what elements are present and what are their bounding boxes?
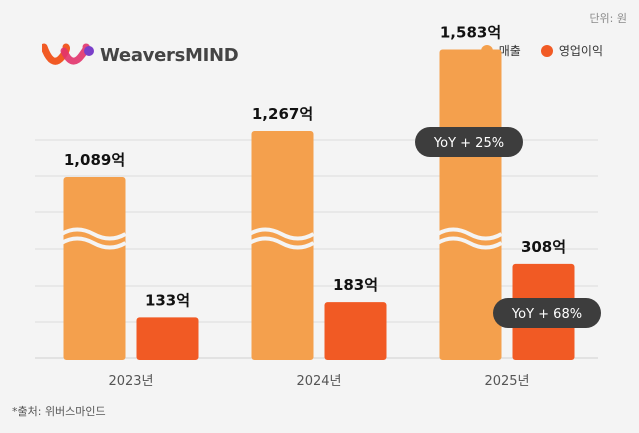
operating-profit-value-label-2: 308억 (521, 238, 566, 256)
unit-note: 단위: 원 (589, 12, 627, 25)
operating-profit-value-label-1: 183억 (333, 276, 378, 294)
revenue-bar-0 (63, 177, 126, 360)
legend: 매출 영업이익 (480, 42, 603, 59)
revenue-value-label-1: 1,267억 (252, 105, 313, 123)
yoy-badge-text-1: YoY + 68% (511, 307, 582, 322)
revenue-axis-break-0-a (60, 227, 127, 241)
x-tick-label-1: 2024년 (296, 374, 341, 389)
weaversmind-logo: WeaversMIND (42, 43, 239, 67)
revenue-value-label-0: 1,089억 (64, 151, 125, 169)
source-note: *출처: 위버스마인드 (12, 405, 106, 418)
weaversmind-logo-icon (42, 43, 94, 65)
revenue-axis-break-1-a (248, 227, 315, 241)
legend-swatch-operating-profit (540, 44, 553, 57)
revenue-value-label-2: 1,583억 (440, 23, 501, 41)
legend-item-operating-profit: 영업이익 (540, 42, 603, 59)
revenue-bar-2 (439, 49, 502, 361)
yoy-badge-1 (493, 298, 601, 328)
revenue-axis-break-0-b (60, 236, 127, 250)
yoy-badge-0 (415, 127, 523, 157)
x-tick-label-0: 2023년 (108, 374, 153, 389)
legend-label-operating-profit: 영업이익 (558, 44, 603, 58)
logo-text: WeaversMIND (100, 44, 239, 66)
revenue-axis-break-2-a (436, 227, 503, 241)
revenue-axis-break-2-b (436, 236, 503, 250)
revenue-axis-break-1-b (248, 236, 315, 250)
operating-profit-value-label-0: 133억 (145, 291, 190, 309)
legend-label-revenue: 매출 (498, 44, 521, 58)
operating-profit-bar-0 (136, 317, 199, 360)
operating-profit-bar-1 (324, 302, 387, 360)
x-tick-label-2: 2025년 (484, 374, 529, 389)
yoy-badge-text-0: YoY + 25% (433, 136, 504, 151)
